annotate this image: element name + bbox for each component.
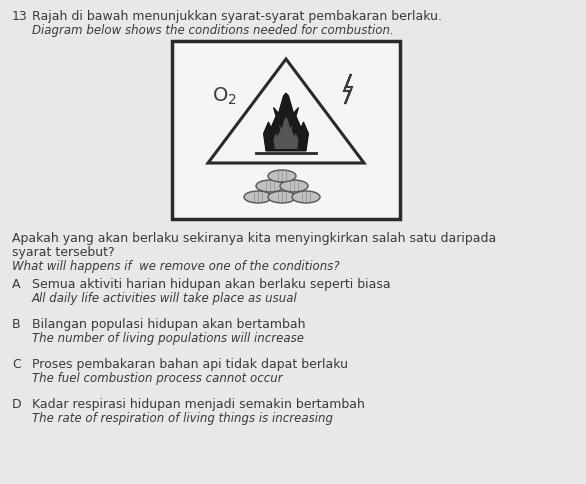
Text: The fuel combustion process cannot occur: The fuel combustion process cannot occur	[32, 371, 282, 384]
Text: A: A	[12, 277, 21, 290]
Ellipse shape	[292, 192, 320, 204]
Text: Proses pembakaran bahan api tidak dapat berlaku: Proses pembakaran bahan api tidak dapat …	[32, 357, 348, 370]
Ellipse shape	[256, 181, 284, 193]
Text: What will happens if  we remove one of the conditions?: What will happens if we remove one of th…	[12, 259, 340, 272]
Text: O$_2$: O$_2$	[212, 85, 236, 106]
Ellipse shape	[268, 171, 296, 182]
Polygon shape	[274, 118, 299, 150]
Text: Bilangan populasi hidupan akan bertambah: Bilangan populasi hidupan akan bertambah	[32, 318, 305, 330]
Text: Kadar respirasi hidupan menjadi semakin bertambah: Kadar respirasi hidupan menjadi semakin …	[32, 397, 365, 410]
Text: Apakah yang akan berlaku sekiranya kita menyingkirkan salah satu daripada: Apakah yang akan berlaku sekiranya kita …	[12, 231, 496, 244]
Ellipse shape	[280, 181, 308, 193]
Text: syarat tersebut?: syarat tersebut?	[12, 245, 115, 258]
Ellipse shape	[244, 192, 272, 204]
Text: 13: 13	[12, 10, 28, 23]
Text: All daily life activities will take place as usual: All daily life activities will take plac…	[32, 291, 298, 304]
Text: D: D	[12, 397, 22, 410]
Text: Semua aktiviti harian hidupan akan berlaku seperti biasa: Semua aktiviti harian hidupan akan berla…	[32, 277, 391, 290]
Ellipse shape	[268, 192, 296, 204]
Polygon shape	[264, 94, 308, 151]
Text: Rajah di bawah menunjukkan syarat-syarat pembakaran berlaku.: Rajah di bawah menunjukkan syarat-syarat…	[32, 10, 442, 23]
Text: The rate of respiration of living things is increasing: The rate of respiration of living things…	[32, 411, 333, 424]
Text: The number of living populations will increase: The number of living populations will in…	[32, 332, 304, 344]
Text: C: C	[12, 357, 21, 370]
Text: B: B	[12, 318, 21, 330]
Text: Diagram below shows the conditions needed for combustion.: Diagram below shows the conditions neede…	[32, 24, 394, 37]
FancyBboxPatch shape	[172, 42, 400, 220]
